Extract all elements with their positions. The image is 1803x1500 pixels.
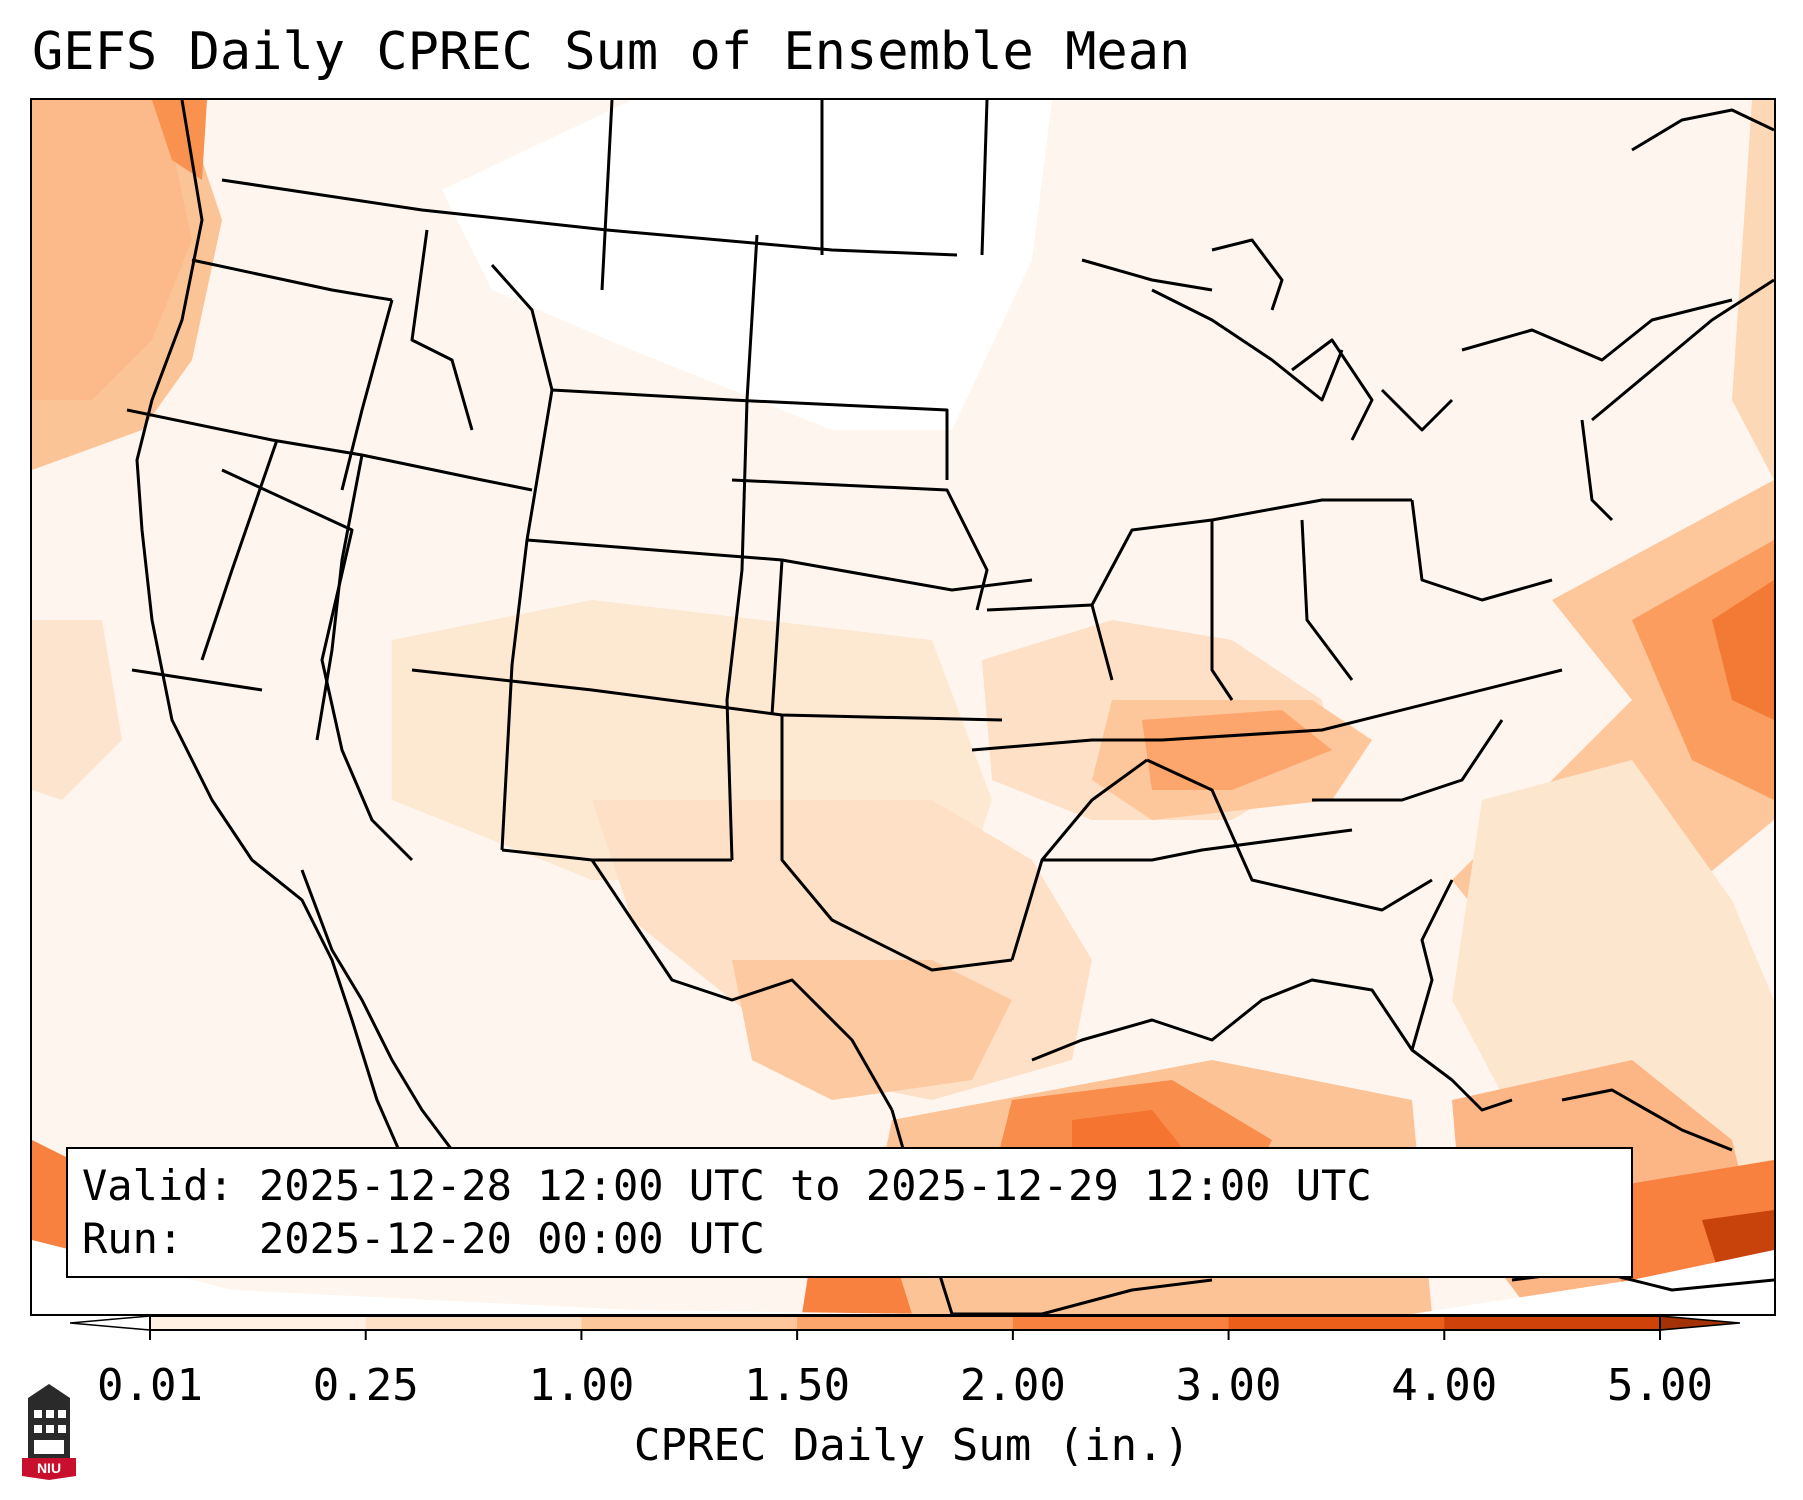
colorbar-segment [797,1316,1014,1330]
state-borders [126,100,1733,1181]
coastlines [890,108,1774,1314]
colorbar-tick-label: 5.00 [1607,1360,1713,1411]
valid-label: Valid: [82,1161,234,1210]
niu-logo-text: NIU [37,1460,61,1476]
colorbar-segment [1444,1316,1661,1330]
colorbar-segment [365,1316,582,1330]
colorbar-tick-label: 0.01 [97,1360,203,1411]
colorbar-ticks [149,1330,1661,1340]
colorbar [70,1316,1740,1340]
colorbar-segment [1228,1316,1445,1330]
colorbar-tick-label: 2.00 [959,1360,1066,1411]
run-value: 2025-12-20 00:00 UTC [259,1214,765,1263]
colorbar-segment [150,1316,367,1330]
valid-line: Valid: 2025-12-28 12:00 UTC to 2025-12-2… [82,1159,1617,1212]
colorbar-tick-label: 1.00 [528,1360,635,1411]
colorbar-outline [149,1316,1661,1331]
colorbar-extend-low [70,1316,151,1331]
valid-value: 2025-12-28 12:00 UTC to 2025-12-29 12:00… [259,1161,1372,1210]
colorbar-extend-high [1659,1316,1740,1331]
page-title: GEFS Daily CPREC Sum of Ensemble Mean [32,22,1191,82]
colorbar-label: CPREC Daily Sum (in.) [633,1420,1191,1471]
colorbar-tick-label: 4.00 [1391,1360,1498,1411]
colorbar-segment [581,1316,798,1330]
run-label: Run: [82,1214,184,1263]
colorbar-segments [150,1316,1661,1330]
run-line: Run: 2025-12-20 00:00 UTC [82,1212,1617,1265]
colorbar-tick-label: 3.00 [1175,1360,1282,1411]
colorbar-tick-label: 1.50 [744,1360,851,1411]
colorbar-segment [1012,1316,1230,1330]
info-box: Valid: 2025-12-28 12:00 UTC to 2025-12-2… [66,1147,1633,1278]
colorbar-tick-label: 0.25 [312,1360,419,1411]
niu-logo-icon: NIU [22,1384,76,1480]
map-panel [30,98,1776,1316]
precipitation-map [32,100,1774,1314]
